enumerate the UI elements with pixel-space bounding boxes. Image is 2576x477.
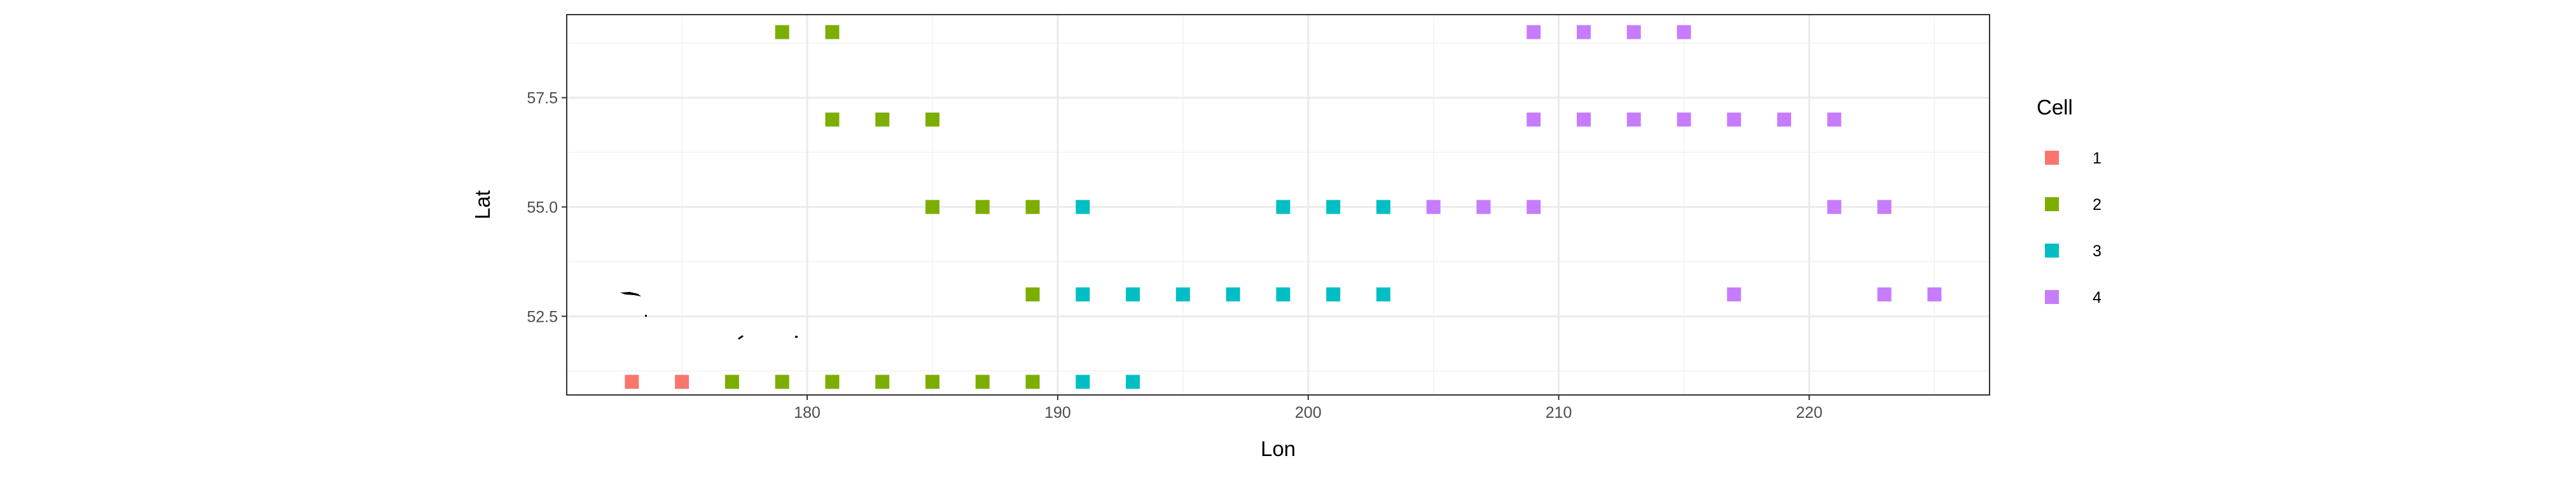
data-point: [1376, 287, 1390, 301]
data-point: [1626, 25, 1641, 39]
legend-key: [2045, 290, 2059, 304]
data-point: [1527, 200, 1541, 214]
y-axis: 52.5 55.0 57.5: [527, 90, 567, 326]
major-gridlines: [567, 15, 1990, 395]
panel-border: [566, 14, 1990, 396]
legend-title: Cell: [2037, 95, 2073, 119]
legend-label: 2: [2093, 196, 2102, 214]
x-tick-label: 220: [1796, 404, 1823, 422]
y-tick-label: 55.0: [527, 198, 558, 216]
data-point: [1476, 200, 1491, 214]
legend-key: [2045, 244, 2059, 258]
legend-label: 1: [2093, 149, 2102, 167]
legend-label: 4: [2093, 289, 2102, 307]
data-point: [724, 375, 739, 389]
data-point: [1025, 287, 1040, 301]
y-axis-title: Lat: [471, 190, 494, 219]
data-point: [925, 112, 940, 127]
data-point: [1326, 287, 1341, 301]
data-point: [875, 112, 890, 127]
data-point: [825, 375, 840, 389]
data-point: [1025, 375, 1040, 389]
data-point: [625, 375, 639, 389]
data-point: [1626, 112, 1641, 127]
data-point: [1376, 200, 1390, 214]
data-point: [1527, 25, 1541, 39]
data-point: [1126, 375, 1140, 389]
data-point: [1276, 287, 1291, 301]
data-point: [1076, 375, 1090, 389]
x-axis-title: Lon: [1261, 437, 1296, 460]
data-point: [1677, 25, 1691, 39]
data-point: [1276, 200, 1291, 214]
data-point: [1827, 112, 1841, 127]
legend: Cell 1 2 3 4: [2037, 95, 2102, 307]
legend-key: [2045, 151, 2059, 165]
data-point: [1226, 287, 1240, 301]
land-fragment: [620, 292, 641, 296]
data-point: [1426, 200, 1441, 214]
data-point: [775, 25, 789, 39]
data-point: [1777, 112, 1792, 127]
minor-gridlines: [567, 15, 1990, 395]
data-point: [775, 375, 789, 389]
data-point: [1576, 25, 1591, 39]
data-point: [1076, 200, 1090, 214]
plot-panel: [566, 14, 1990, 396]
x-tick-label: 200: [1295, 404, 1322, 422]
y-tick-label: 57.5: [527, 90, 558, 107]
data-point: [1326, 200, 1341, 214]
data-point: [1076, 287, 1090, 301]
land-fragment: [645, 315, 647, 317]
data-point: [825, 112, 840, 127]
data-point: [1727, 287, 1742, 301]
data-point: [1677, 112, 1691, 127]
data-point: [825, 25, 840, 39]
data-point: [875, 375, 890, 389]
data-point: [1527, 112, 1541, 127]
legend-key: [2045, 197, 2059, 211]
y-tick-label: 52.5: [527, 308, 558, 326]
x-tick-label: 180: [794, 404, 821, 422]
land-fragment: [738, 335, 744, 340]
data-point: [1927, 287, 1942, 301]
data-point: [1827, 200, 1841, 214]
coastline-fragments: [620, 292, 798, 340]
data-point: [1877, 200, 1892, 214]
data-point: [675, 375, 689, 389]
x-tick-label: 210: [1546, 404, 1572, 422]
data-point: [1175, 287, 1190, 301]
data-point: [925, 200, 940, 214]
data-point: [1576, 112, 1591, 127]
data-point: [1126, 287, 1140, 301]
data-point: [975, 200, 990, 214]
x-tick-label: 190: [1044, 404, 1071, 422]
data-point: [925, 375, 940, 389]
data-point: [1877, 287, 1892, 301]
x-axis: 180 190 200 210 220: [794, 395, 1822, 422]
land-fragment: [795, 336, 798, 338]
data-points: [625, 25, 1942, 389]
legend-label: 3: [2093, 242, 2102, 260]
data-point: [975, 375, 990, 389]
data-point: [1727, 112, 1742, 127]
data-point: [1025, 200, 1040, 214]
